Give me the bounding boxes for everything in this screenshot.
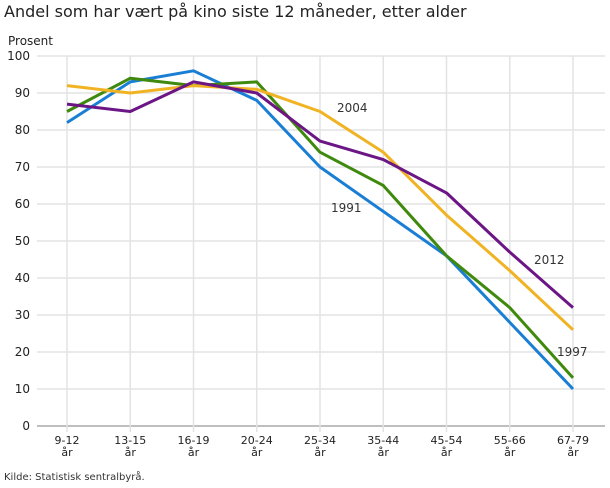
chart-title: Andel som har vært på kino siste 12 måne… <box>4 2 467 21</box>
x-tick-label: år <box>378 446 390 459</box>
series-label-1997: 1997 <box>557 345 588 359</box>
y-tick-label: 40 <box>15 271 30 285</box>
x-tick-label: 20-24 <box>241 434 273 447</box>
x-tick-label: 67-79 <box>557 434 589 447</box>
y-axis-label: Prosent <box>8 34 53 48</box>
y-tick-label: 100 <box>7 49 30 63</box>
x-tick-label: år <box>125 446 137 459</box>
series-line-1991 <box>66 69 575 391</box>
y-tick-label: 0 <box>22 419 30 433</box>
y-tick-label: 80 <box>15 123 30 137</box>
y-tick-label: 70 <box>15 160 30 174</box>
x-tick-label: 35-44 <box>367 434 399 447</box>
series-label-2012: 2012 <box>534 253 565 267</box>
x-tick-label: år <box>251 446 263 459</box>
x-tick-label: 25-34 <box>304 434 336 447</box>
series-line-2004 <box>66 84 575 331</box>
x-tick-label: 45-54 <box>431 434 463 447</box>
x-tick-label: år <box>567 446 579 459</box>
x-tick-label: år <box>61 446 73 459</box>
source-note: Kilde: Statistisk sentralbyrå. <box>4 472 145 483</box>
y-tick-label: 20 <box>15 345 30 359</box>
x-tick-label: 16-19 <box>178 434 210 447</box>
x-tick-label: år <box>188 446 200 459</box>
series-line-1997 <box>66 76 575 379</box>
y-tick-label: 60 <box>15 197 30 211</box>
x-tick-label: år <box>504 446 516 459</box>
x-tick-label: 13-15 <box>114 434 146 447</box>
y-tick-label: 10 <box>15 382 30 396</box>
y-tick-label: 30 <box>15 308 30 322</box>
x-tick-label: 9-12 <box>55 434 80 447</box>
series-label-2004: 2004 <box>337 101 368 115</box>
y-tick-label: 50 <box>15 234 30 248</box>
x-tick-label: år <box>441 446 453 459</box>
y-tick-label: 90 <box>15 86 30 100</box>
x-tick-label: år <box>314 446 326 459</box>
x-tick-label: 55-66 <box>494 434 526 447</box>
series-line-2012 <box>66 80 574 309</box>
series-label-1991: 1991 <box>331 201 362 215</box>
